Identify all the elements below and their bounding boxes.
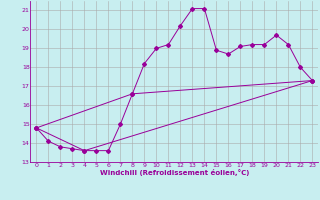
X-axis label: Windchill (Refroidissement éolien,°C): Windchill (Refroidissement éolien,°C) — [100, 169, 249, 176]
